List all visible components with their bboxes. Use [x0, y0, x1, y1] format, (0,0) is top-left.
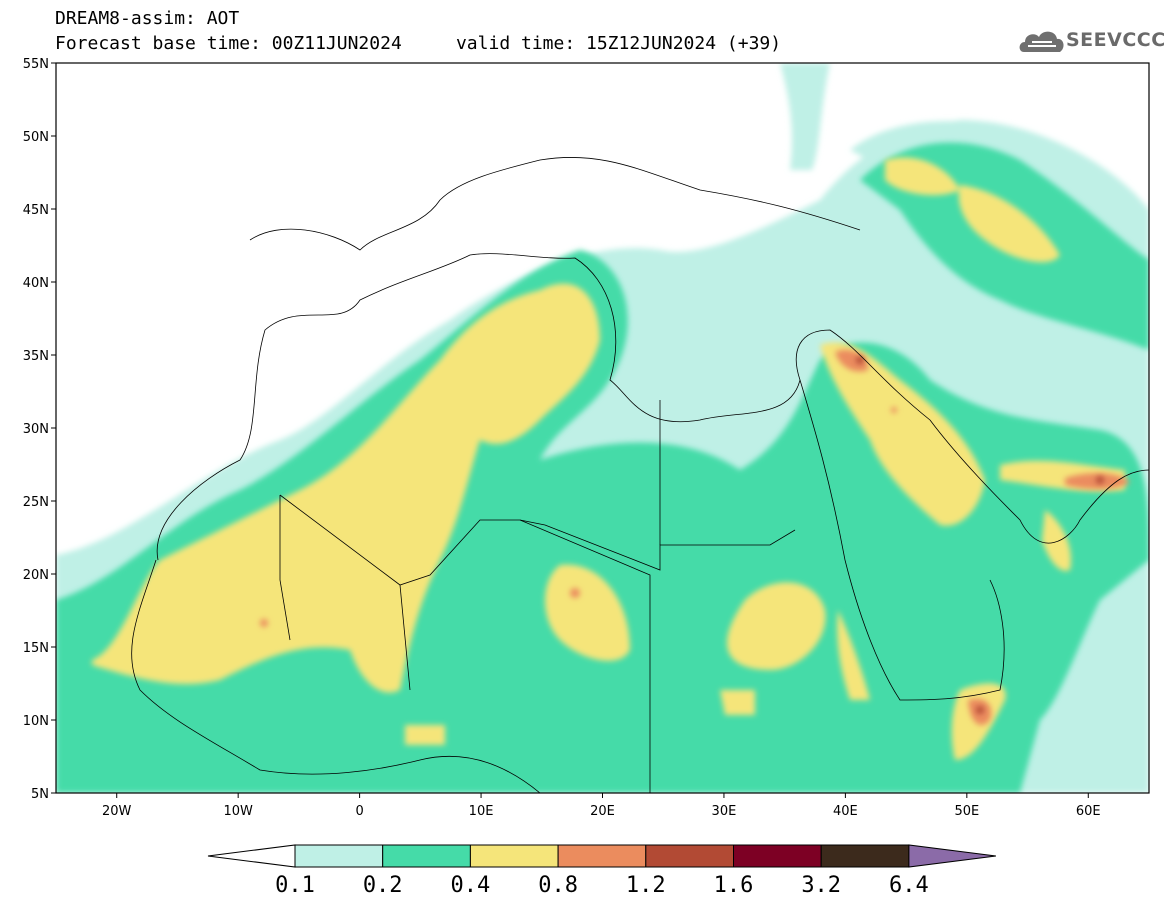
colorbar-label: 3.2	[801, 873, 841, 898]
lon-tick-label: 10W	[223, 804, 253, 819]
lon-tick-label: 20W	[102, 804, 132, 819]
colorbar-high-arrow	[908, 844, 996, 868]
lat-tick-label: 30N	[23, 422, 49, 437]
lon-tick-label: 30E	[712, 804, 737, 819]
lat-tick-label: 40N	[23, 276, 49, 291]
colorbar-label: 1.2	[626, 873, 666, 898]
colorbar-segment	[382, 844, 471, 868]
cloud-icon	[1019, 31, 1064, 52]
lat-tick-label: 25N	[23, 495, 49, 510]
colorbar-labels: 0.1 0.2 0.4 0.8 1.2 1.6 3.2 6.4	[275, 873, 929, 898]
lon-tick-label: 40E	[833, 804, 858, 819]
lat-tick-label: 50N	[23, 130, 49, 145]
lon-tick-label: 20E	[590, 804, 615, 819]
latitude-ticks: 55N 50N 45N 40N 35N 30N 25N 20N 15N 10N 5N	[23, 57, 56, 802]
lon-tick-label: 60E	[1076, 804, 1101, 819]
lat-tick-label: 5N	[31, 787, 49, 802]
colorbar-label: 1.6	[714, 873, 754, 898]
colorbar-segment	[820, 844, 910, 868]
logo-text: SEEVCCC	[1066, 29, 1165, 51]
longitude-ticks: 20W 10W 0 10E 20E 30E 40E 50E 60E	[102, 793, 1101, 819]
colorbar-label: 0.8	[538, 873, 578, 898]
lat-tick-label: 35N	[23, 349, 49, 364]
lat-tick-label: 45N	[23, 203, 49, 218]
lat-tick-label: 55N	[23, 57, 49, 72]
lon-tick-label: 0	[355, 804, 363, 819]
title-line: DREAM8-assim: AOT	[55, 8, 240, 29]
lat-tick-label: 20N	[23, 568, 49, 583]
lon-tick-label: 10E	[469, 804, 494, 819]
colorbar-label: 6.4	[889, 873, 929, 898]
time-line: Forecast base time: 00Z11JUN2024 valid t…	[55, 33, 782, 54]
aot-field	[56, 63, 1149, 793]
colorbar-segment	[294, 844, 384, 868]
colorbar-low-arrow	[207, 844, 296, 868]
colorbar-label: 0.1	[275, 873, 315, 898]
lat-tick-label: 15N	[23, 641, 49, 656]
colorbar-label: 0.4	[451, 873, 491, 898]
colorbar-segment	[733, 844, 822, 868]
colorbar	[207, 844, 996, 868]
colorbar-segment	[557, 844, 647, 868]
colorbar-label: 0.2	[363, 873, 403, 898]
lat-tick-label: 10N	[23, 714, 49, 729]
colorbar-segment	[469, 844, 559, 868]
lon-tick-label: 50E	[954, 804, 979, 819]
colorbar-segment	[645, 844, 734, 868]
